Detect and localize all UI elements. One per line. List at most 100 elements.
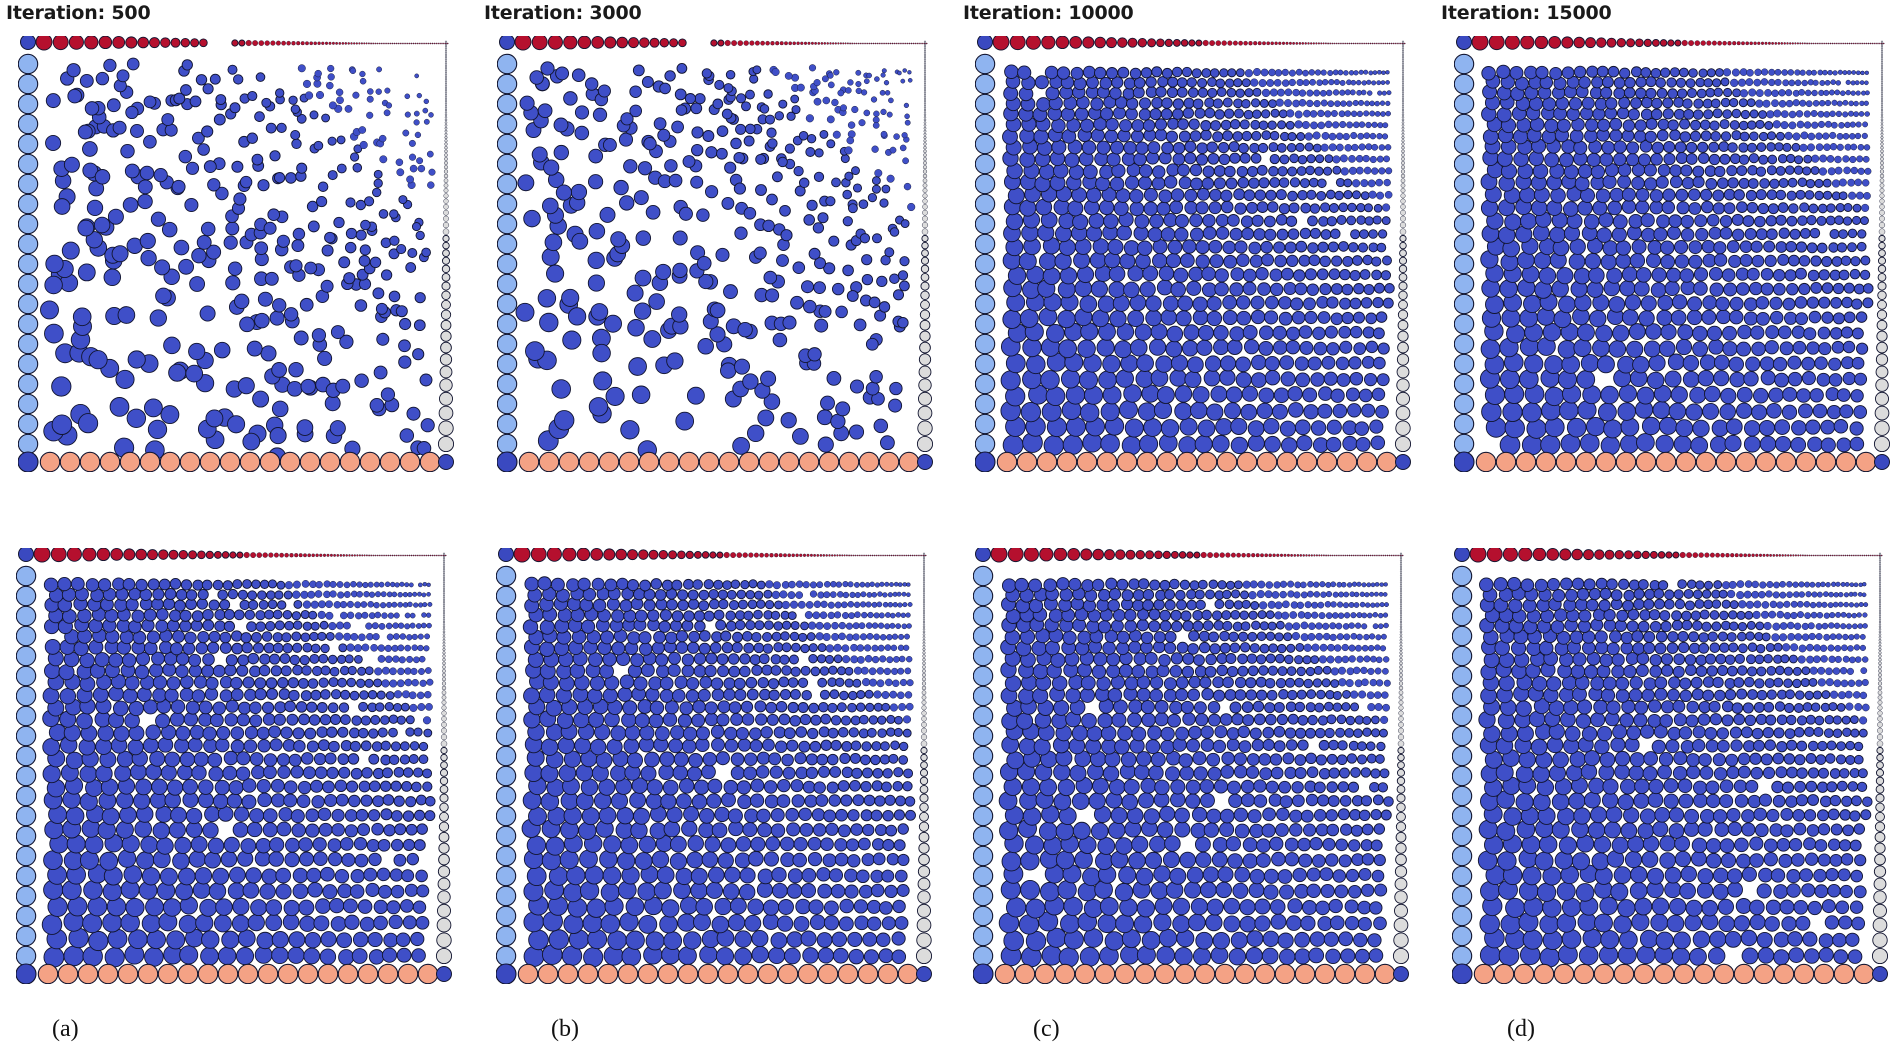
interior-particle bbox=[1295, 240, 1308, 253]
interior-particle bbox=[1773, 282, 1786, 296]
interior-particle bbox=[1385, 100, 1391, 106]
top-wall-particle bbox=[433, 554, 436, 557]
right-wall-particle bbox=[443, 178, 449, 183]
interior-particle bbox=[404, 667, 412, 675]
right-wall-particle bbox=[1401, 146, 1405, 150]
interior-particle bbox=[1019, 308, 1039, 328]
bottom-wall-particle bbox=[299, 451, 321, 472]
interior-particle bbox=[115, 369, 135, 389]
interior-particle bbox=[1862, 121, 1869, 128]
interior-particle bbox=[249, 701, 262, 715]
top-wall-particle bbox=[792, 41, 796, 46]
interior-particle bbox=[1826, 404, 1842, 420]
interior-particle bbox=[1189, 227, 1204, 242]
interior-particle bbox=[300, 378, 316, 395]
interior-particle bbox=[1255, 267, 1269, 281]
top-wall-particle bbox=[1875, 42, 1877, 45]
right-wall-particle bbox=[1400, 204, 1406, 210]
right-wall-particle bbox=[1879, 183, 1885, 188]
interior-particle bbox=[1137, 402, 1157, 421]
interior-particle bbox=[1640, 67, 1652, 78]
interior-particle bbox=[233, 192, 247, 206]
interior-particle bbox=[1241, 385, 1259, 402]
interior-particle bbox=[1748, 88, 1757, 97]
interior-particle bbox=[1760, 282, 1774, 296]
interior-particle bbox=[711, 822, 728, 839]
interior-particle bbox=[353, 837, 368, 851]
interior-particle bbox=[385, 622, 393, 630]
interior-particle bbox=[396, 715, 406, 725]
interior-particle bbox=[1612, 324, 1630, 342]
interior-particle bbox=[120, 143, 135, 159]
right-wall-particle bbox=[445, 64, 448, 67]
interior-particle bbox=[195, 74, 208, 86]
right-wall-particle bbox=[1878, 222, 1886, 229]
interior-particle bbox=[369, 397, 385, 413]
interior-particle bbox=[1735, 402, 1753, 419]
interior-particle bbox=[416, 823, 428, 835]
interior-particle bbox=[140, 249, 157, 267]
interior-particle bbox=[681, 820, 698, 837]
interior-particle bbox=[1147, 227, 1163, 243]
interior-particle bbox=[1339, 120, 1347, 129]
interior-particle bbox=[1859, 269, 1871, 281]
interior-particle bbox=[1363, 69, 1369, 75]
bottom-wall-particle bbox=[1276, 451, 1298, 472]
top-wall-particle bbox=[1345, 42, 1347, 45]
interior-particle bbox=[1857, 144, 1865, 151]
interior-particle bbox=[792, 852, 807, 868]
top-wall-particle bbox=[123, 548, 136, 561]
right-wall-particle bbox=[445, 93, 448, 96]
interior-particle bbox=[1733, 189, 1745, 201]
interior-particle bbox=[858, 119, 866, 127]
interior-particle bbox=[414, 809, 426, 821]
interior-particle bbox=[1155, 355, 1173, 373]
interior-particle bbox=[291, 823, 306, 838]
interior-particle bbox=[1317, 178, 1327, 189]
interior-particle bbox=[225, 221, 240, 236]
corner-particle bbox=[438, 454, 454, 470]
interior-particle bbox=[1241, 78, 1251, 88]
interior-particle bbox=[1767, 154, 1778, 165]
interior-particle bbox=[1786, 215, 1798, 227]
right-wall-particle bbox=[1880, 126, 1884, 130]
interior-particle bbox=[1669, 164, 1682, 177]
interior-particle bbox=[1332, 89, 1340, 96]
interior-particle bbox=[418, 582, 423, 588]
left-wall-particle bbox=[497, 73, 518, 95]
interior-particle bbox=[523, 209, 541, 228]
interior-particle bbox=[828, 868, 844, 883]
interior-particle bbox=[1719, 226, 1733, 240]
interior-particle bbox=[338, 256, 351, 269]
top-wall-particle bbox=[382, 554, 384, 557]
interior-particle bbox=[1809, 388, 1824, 403]
interior-particle bbox=[189, 95, 202, 108]
right-wall-particle bbox=[1402, 84, 1405, 87]
left-wall-particle bbox=[975, 413, 996, 435]
interior-particle bbox=[313, 140, 324, 151]
interior-particle bbox=[666, 352, 684, 370]
bottom-wall-particle bbox=[558, 451, 580, 472]
interior-particle bbox=[1277, 143, 1287, 153]
interior-particle bbox=[221, 930, 240, 949]
interior-particle bbox=[881, 68, 887, 74]
interior-particle bbox=[124, 163, 140, 179]
interior-particle bbox=[853, 318, 867, 332]
interior-particle bbox=[1340, 100, 1347, 107]
interior-particle bbox=[128, 929, 148, 950]
right-wall-particle bbox=[440, 753, 448, 762]
interior-particle bbox=[390, 741, 401, 752]
top-wall-particle bbox=[1172, 38, 1181, 47]
interior-particle bbox=[1831, 179, 1841, 188]
right-wall-particle bbox=[1401, 153, 1405, 157]
top-wall-particle bbox=[820, 42, 824, 45]
interior-particle bbox=[649, 822, 667, 840]
top-wall-particle bbox=[1232, 40, 1238, 46]
right-wall-particle bbox=[918, 391, 933, 406]
interior-particle bbox=[851, 767, 863, 779]
interior-particle bbox=[1766, 165, 1777, 176]
top-wall-particle bbox=[358, 42, 361, 45]
interior-particle bbox=[625, 930, 645, 950]
interior-particle bbox=[1258, 387, 1275, 404]
interior-particle bbox=[344, 654, 354, 664]
